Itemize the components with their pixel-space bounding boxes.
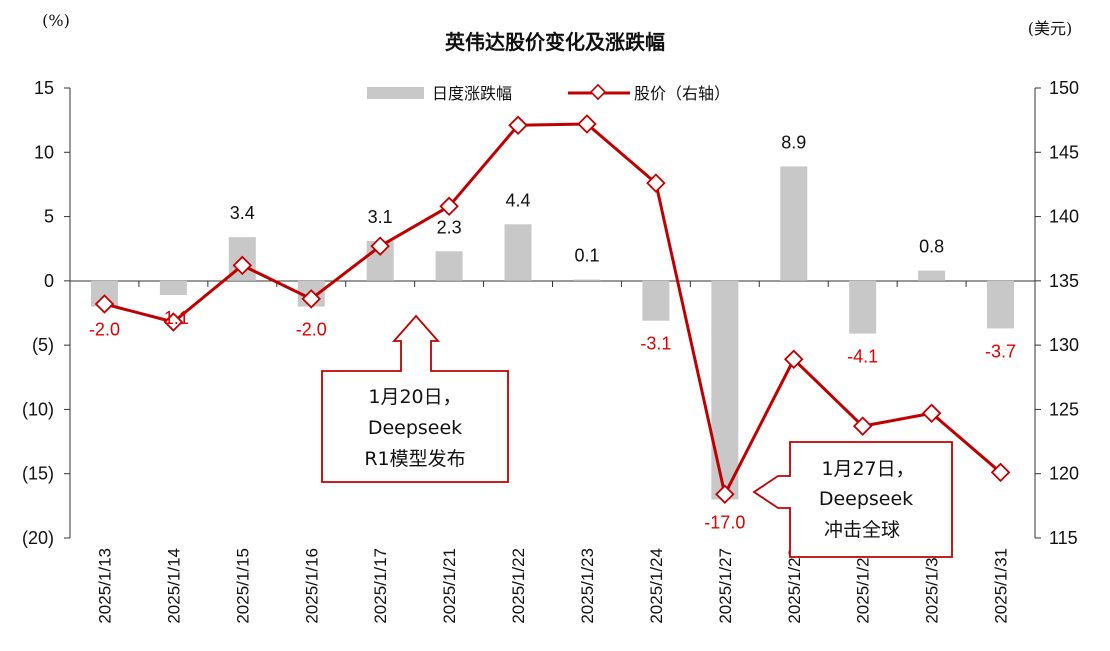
bar bbox=[711, 280, 739, 500]
right-axis-unit: (美元) bbox=[1028, 19, 1073, 38]
annotation-0127-line2: Deepseek bbox=[819, 488, 913, 510]
annotation-box-0120: 1月20日， Deepseek R1模型发布 bbox=[321, 314, 509, 483]
annotation-arrow-0127 bbox=[752, 441, 953, 558]
y-left-tick-label: 10 bbox=[34, 142, 54, 162]
bar-value-label: -3.1 bbox=[640, 334, 671, 354]
bar-value-label: -1.1 bbox=[158, 308, 189, 328]
y-right-tick-label: 150 bbox=[1049, 78, 1079, 98]
y-left-tick-label: (20) bbox=[22, 528, 54, 548]
x-tick-label: 2025/1/23 bbox=[578, 548, 597, 624]
bar-value-label: 0.8 bbox=[919, 237, 944, 257]
bar-value-label: 0.1 bbox=[574, 246, 599, 266]
x-tick-label: 2025/1/13 bbox=[95, 548, 114, 624]
price-series-line bbox=[104, 122, 1002, 496]
x-tick-label: 2025/1/14 bbox=[164, 548, 183, 624]
bar bbox=[504, 224, 532, 281]
annotation-box-0127: 1月27日， Deepseek 冲击全球 bbox=[752, 441, 953, 558]
bar-value-label: -2.0 bbox=[296, 320, 327, 340]
bar-value-label: -4.1 bbox=[847, 347, 878, 367]
y-right-tick-label: 130 bbox=[1049, 335, 1079, 355]
price-point-marker bbox=[232, 255, 253, 276]
bar-value-label: 3.4 bbox=[230, 203, 255, 223]
y-right-tick-label: 125 bbox=[1049, 399, 1079, 419]
bar bbox=[780, 166, 808, 281]
y-left-tick-label: 15 bbox=[34, 78, 54, 98]
price-point-marker bbox=[990, 462, 1011, 483]
bar bbox=[435, 251, 463, 281]
bars bbox=[90, 166, 1015, 500]
legend-line-label: 股价（右轴） bbox=[634, 84, 730, 103]
price-point-marker bbox=[921, 403, 942, 424]
price-point-marker bbox=[301, 289, 322, 309]
price-point-marker bbox=[370, 236, 390, 256]
bar bbox=[159, 280, 187, 295]
price-point-marker bbox=[783, 349, 804, 370]
annotation-0127-line1: 1月27日， bbox=[821, 458, 914, 480]
x-tick-label: 2025/1/17 bbox=[371, 548, 390, 624]
bar bbox=[642, 280, 670, 321]
y-right-tick-label: 115 bbox=[1049, 528, 1078, 548]
legend-bar-label: 日度涨跌幅 bbox=[432, 84, 512, 103]
bar-value-label: 4.4 bbox=[506, 190, 531, 210]
price-point-marker bbox=[646, 173, 666, 193]
bar bbox=[849, 280, 877, 334]
annotation-arrow-0120 bbox=[321, 314, 509, 483]
bar-value-label: -3.7 bbox=[985, 341, 1016, 361]
price-point-marker bbox=[508, 115, 528, 136]
y-left-tick-label: (10) bbox=[22, 399, 54, 419]
bar bbox=[573, 279, 601, 281]
annotation-0120-line1: 1月20日， bbox=[368, 386, 461, 408]
legend-bar-swatch bbox=[367, 87, 424, 99]
bar-value-label: -17.0 bbox=[704, 512, 745, 532]
x-tick-label: 2025/1/31 bbox=[992, 548, 1011, 624]
price-point-marker bbox=[852, 416, 873, 436]
y-right-tick-label: 140 bbox=[1049, 207, 1079, 227]
annotation-0120-line2: Deepseek bbox=[368, 417, 462, 439]
left-axis-unit: (%) bbox=[42, 11, 70, 30]
y-right-tick-label: 145 bbox=[1049, 142, 1079, 162]
y-right-tick-label: 120 bbox=[1049, 464, 1079, 484]
x-tick-label: 2025/1/27 bbox=[716, 548, 735, 624]
price-line bbox=[94, 114, 1011, 505]
price-point-marker bbox=[715, 484, 735, 505]
annotation-0120-line3: R1模型发布 bbox=[364, 448, 465, 470]
price-point-marker bbox=[577, 114, 597, 134]
legend: 日度涨跌幅 股价（右轴） bbox=[367, 83, 730, 103]
x-tick-label: 2025/1/21 bbox=[440, 548, 459, 624]
ticks: 15 10 5 0 (5) (10) (15) (20) 150 145 140 135 130 125 1… bbox=[22, 78, 1079, 624]
bar-value-label: -2.0 bbox=[89, 320, 120, 340]
price-point-marker bbox=[163, 312, 184, 332]
x-tick-label: 2025/1/22 bbox=[509, 548, 528, 624]
price-point-marker bbox=[439, 196, 459, 217]
x-tick-label: 2025/1/24 bbox=[647, 548, 666, 624]
x-tick-label: 2025/1/29 bbox=[854, 548, 873, 624]
x-tick-label: 2025/1/16 bbox=[302, 548, 321, 624]
bar bbox=[987, 280, 1015, 329]
x-tick-label: 2025/1/15 bbox=[233, 548, 252, 624]
legend-line-marker bbox=[589, 83, 607, 101]
bar-value-label: 2.3 bbox=[437, 217, 462, 237]
x-tick-label: 2025/1/28 bbox=[785, 548, 804, 624]
y-left-tick-label: 5 bbox=[44, 207, 54, 227]
bar bbox=[918, 270, 946, 281]
bar-value-label: 3.1 bbox=[368, 207, 393, 227]
data-labels: -2.0 -1.1 3.4 -2.0 3.1 2.3 4.4 0.1 -3.1 -17.0 8.9 -… bbox=[89, 132, 1016, 532]
y-left-tick-label: 0 bbox=[44, 271, 54, 291]
y-right-tick-label: 135 bbox=[1049, 271, 1079, 291]
y-left-tick-label: (15) bbox=[22, 464, 54, 484]
price-point-marker bbox=[94, 294, 115, 314]
y-left-tick-label: (5) bbox=[32, 335, 54, 355]
bar-value-label: 8.9 bbox=[781, 132, 806, 152]
annotation-0127-line3: 冲击全球 bbox=[824, 519, 900, 541]
x-tick-label: 2025/1/30 bbox=[923, 548, 942, 624]
chart-title: 英伟达股价变化及涨跌幅 bbox=[445, 30, 665, 54]
